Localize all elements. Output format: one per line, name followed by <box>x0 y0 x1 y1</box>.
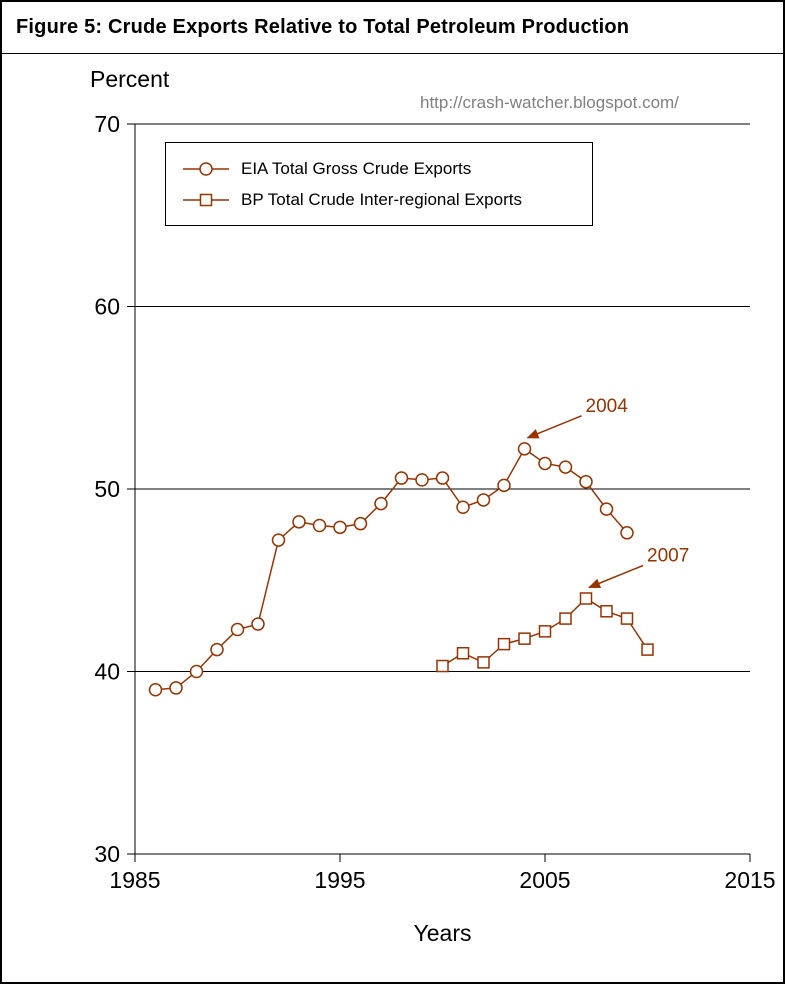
eia-exports-marker <box>230 622 245 637</box>
eia-exports-marker <box>558 460 573 474</box>
eia-exports-marker <box>579 474 593 489</box>
eia-exports-marker <box>394 471 409 485</box>
eia-exports-marker <box>456 500 470 514</box>
eia-exports-marker <box>169 681 183 695</box>
y-tick-label: 40 <box>94 659 120 685</box>
legend-label-bp: BP Total Crude Inter-regional Exports <box>241 189 522 209</box>
eia-exports-marker <box>251 617 265 631</box>
legend-item-eia: EIA Total Gross Crude Exports <box>166 153 592 184</box>
eia-exports-marker <box>333 520 347 535</box>
bp-exports-marker <box>518 632 531 645</box>
bp-exports-marker <box>477 656 490 669</box>
eia-exports-marker <box>312 518 327 533</box>
bp-exports-marker <box>436 659 449 673</box>
figure-title: Figure 5: Crude Exports Relative to Tota… <box>2 2 783 54</box>
legend-label-eia: EIA Total Gross Crude Exports <box>241 158 472 178</box>
eia-exports-marker <box>599 502 614 516</box>
bp-exports-marker <box>456 647 470 660</box>
bp-exports-marker <box>497 637 511 651</box>
x-tick-label: 1995 <box>314 867 365 893</box>
eia-exports-marker <box>476 493 491 507</box>
x-tick-label: 2005 <box>519 867 570 893</box>
legend: EIA Total Gross Crude Exports BP Total C… <box>165 142 593 226</box>
eia-exports-marker <box>497 478 511 493</box>
bp-series-marker-icon <box>183 193 229 206</box>
x-tick-label: 1985 <box>109 867 160 893</box>
eia-exports-marker <box>189 664 204 679</box>
x-tick-label: 2015 <box>724 867 775 893</box>
eia-exports-marker <box>353 516 368 531</box>
eia-exports-marker <box>517 442 532 456</box>
eia-exports-marker <box>435 471 450 485</box>
y-tick-label: 30 <box>94 841 120 867</box>
annotation-label: 2007 <box>647 546 689 567</box>
bp-exports-marker <box>641 643 654 656</box>
y-tick-label: 70 <box>94 111 120 137</box>
eia-exports-marker <box>374 496 388 511</box>
bp-exports-marker <box>559 612 572 625</box>
bp-exports-marker <box>579 592 593 605</box>
y-tick-label: 60 <box>94 294 120 320</box>
eia-exports-marker <box>620 526 634 540</box>
eia-series-marker-icon <box>183 161 229 176</box>
eia-exports-marker <box>210 642 224 657</box>
bp-exports-marker <box>538 625 552 638</box>
legend-item-bp: BP Total Crude Inter-regional Exports <box>166 184 592 215</box>
bp-exports-marker <box>620 612 634 625</box>
annotation-arrow <box>526 415 582 439</box>
annotation-arrow <box>588 564 644 589</box>
eia-exports-line <box>155 447 628 691</box>
eia-exports-marker <box>538 456 552 471</box>
x-axis-title: Years <box>413 920 472 946</box>
eia-exports-marker <box>148 683 163 697</box>
eia-exports-marker <box>415 473 429 487</box>
y-tick-label: 50 <box>94 476 120 502</box>
bp-exports-marker <box>600 605 613 618</box>
eia-exports-marker <box>271 533 286 547</box>
annotation-label: 2004 <box>586 396 629 417</box>
eia-exports-marker <box>292 515 306 529</box>
watermark-url: http://crash-watcher.blogspot.com/ <box>420 93 679 112</box>
y-axis-title: Percent <box>90 66 170 92</box>
